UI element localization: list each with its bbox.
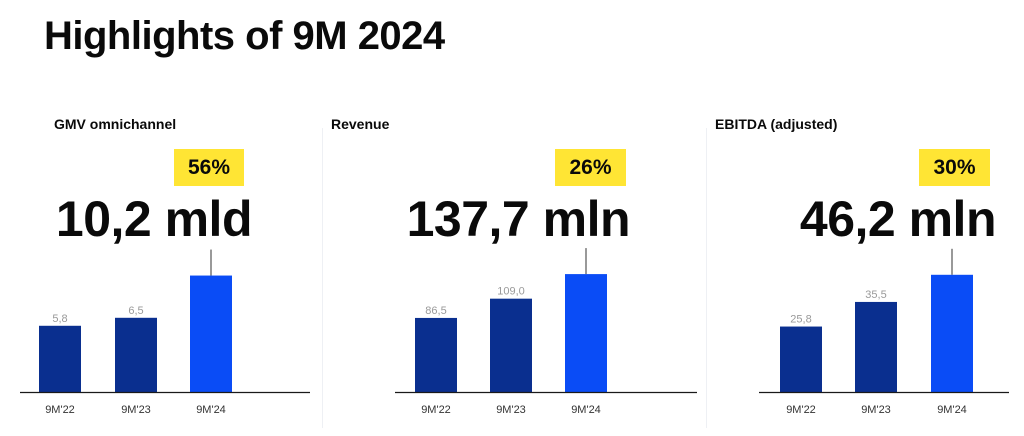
- panel-divider: [706, 128, 707, 428]
- data-label: 5,8: [52, 313, 67, 325]
- growth-badge: 26%: [555, 149, 626, 186]
- x-tick-label: 9M'24: [196, 404, 226, 416]
- bar-chart: 25,8 9M'22 35,5 9M'23 9M'24: [759, 248, 1009, 416]
- data-label: 35,5: [865, 289, 886, 301]
- kpi-value: 46,2 mln: [799, 191, 997, 247]
- panel-title: Revenue: [331, 116, 390, 132]
- bar-0: [780, 326, 822, 392]
- bar-1: [855, 301, 897, 392]
- panel-revenue: Revenue 26% 137,7 mln 86,5 9M'22 109,0 9M'2…: [325, 108, 705, 436]
- bar-1: [115, 317, 157, 392]
- panel-title: GMV omnichannel: [54, 116, 177, 132]
- x-tick-label: 9M'22: [786, 404, 816, 416]
- bar-0: [415, 317, 457, 392]
- x-tick-label: 9M'22: [45, 404, 75, 416]
- panel-title: EBITDA (adjusted): [715, 116, 838, 132]
- growth-badge: 30%: [919, 149, 990, 186]
- bar-1: [490, 298, 532, 392]
- x-tick-label: 9M'24: [937, 404, 967, 416]
- kpi-value: 137,7 mln: [406, 191, 631, 247]
- panel-divider: [322, 128, 323, 428]
- x-tick-label: 9M'22: [421, 404, 451, 416]
- data-label: 25,8: [790, 314, 811, 326]
- bar-2: [190, 275, 232, 392]
- bar-2: [565, 274, 607, 392]
- data-label: 109,0: [497, 286, 525, 298]
- x-tick-label: 9M'23: [496, 404, 526, 416]
- bar-chart: 86,5 9M'22 109,0 9M'23 9M'24: [395, 248, 697, 416]
- panel-gmv: GMV omnichannel 56% 10,2 mld 5,8 9M'22 6,5…: [0, 108, 320, 436]
- growth-badge: 56%: [174, 149, 244, 186]
- bar-2: [931, 274, 973, 392]
- bar-chart: 5,8 9M'22 6,5 9M'23 9M'24: [20, 249, 310, 416]
- x-tick-label: 9M'23: [121, 404, 151, 416]
- x-tick-label: 9M'23: [861, 404, 891, 416]
- kpi-value: 10,2 mld: [55, 191, 253, 247]
- data-label: 6,5: [128, 305, 143, 317]
- x-tick-label: 9M'24: [571, 404, 601, 416]
- bar-0: [39, 325, 81, 392]
- page-title: Highlights of 9M 2024: [44, 14, 445, 58]
- data-label: 86,5: [425, 305, 446, 317]
- panel-ebitda: EBITDA (adjusted) 30% 46,2 mln 25,8 9M'22…: [709, 108, 1024, 436]
